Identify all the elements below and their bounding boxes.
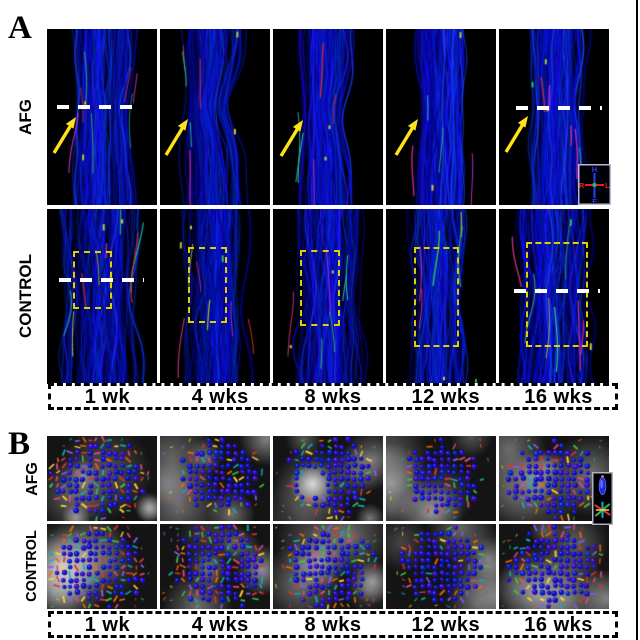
timepoint-label: 12 wks [411,614,481,636]
tensor-map-control-8wks [273,524,383,609]
timepoint-label: 16 wks [524,614,593,636]
defect-arrow-icon [279,120,303,157]
section-level-line [516,106,602,110]
timepoint-label: 1 wk [84,614,131,636]
panel-a-label: A [8,10,32,46]
panel-a-timepoint-strip: 1 wk 4 wks 8 wks 12 wks 16 wks [48,383,618,410]
row-label-afg-a: AFG [16,99,35,135]
tensor-map-control-1wk [47,524,157,609]
tractography-image-afg-12wks [386,29,496,205]
tractography-image-afg-8wks [273,29,383,205]
panel-b-timepoint-strip: 1 wk 4 wks 8 wks 12 wks 16 wks [48,611,618,638]
tractography-image-afg-1wk [47,29,157,205]
section-level-line [57,105,137,109]
tensor-map-control-12wks [386,524,496,609]
roi-rectangle [414,247,459,347]
row-label-control-b: CONTROL [24,530,40,602]
compass-center [592,183,597,187]
timepoint-label: 8 wks [304,614,362,636]
crossing-tensor-glyph [594,501,611,519]
compass-top-label: H [592,165,597,174]
tractography-image-afg-4wks [160,29,270,205]
defect-arrow-icon [52,117,76,154]
orientation-compass-legend: H F R L [578,164,611,205]
defect-arrow-icon [164,119,188,156]
tractography-image-control-12wks [386,209,496,384]
section-level-line [514,289,600,293]
panel-a-image-grid [47,29,609,384]
tensor-map-afg-12wks [386,436,496,521]
section-level-line [59,278,144,282]
roi-rectangle [300,250,340,326]
tensor-map-control-16wks [499,524,609,609]
roi-rectangle [188,247,227,323]
timepoint-label: 1 wk [84,386,131,408]
row-label-control-a: CONTROL [16,253,35,339]
tensor-glyph-legend [592,472,613,525]
tensor-map-afg-1wk [47,436,157,521]
timepoint-label: 16 wks [524,386,593,408]
panel-b-label: B [8,426,31,462]
roi-rectangle [526,242,588,347]
tractography-image-control-8wks [273,209,383,384]
tensor-map-afg-8wks [273,436,383,521]
defect-arrow-icon [504,116,528,153]
tractography-image-control-16wks [499,209,609,384]
panel-b-image-grid [47,436,609,609]
compass-left-label: R [579,181,585,190]
compass-right-label: L [605,181,610,190]
tensor-map-afg-16wks [499,436,609,521]
tensor-map-control-4wks [160,524,270,609]
figure-right-border [636,0,638,640]
timepoint-label: 4 wks [191,614,249,636]
tractography-image-control-4wks [160,209,270,384]
row-label-afg-b: AFG [24,462,41,496]
compass-bottom-label: F [592,197,597,205]
timepoint-label: 12 wks [411,386,481,408]
timepoint-label: 8 wks [304,386,362,408]
tensor-map-afg-4wks [160,436,270,521]
timepoint-label: 4 wks [191,386,249,408]
defect-arrow-icon [394,119,418,156]
tractography-image-control-1wk [47,209,157,384]
